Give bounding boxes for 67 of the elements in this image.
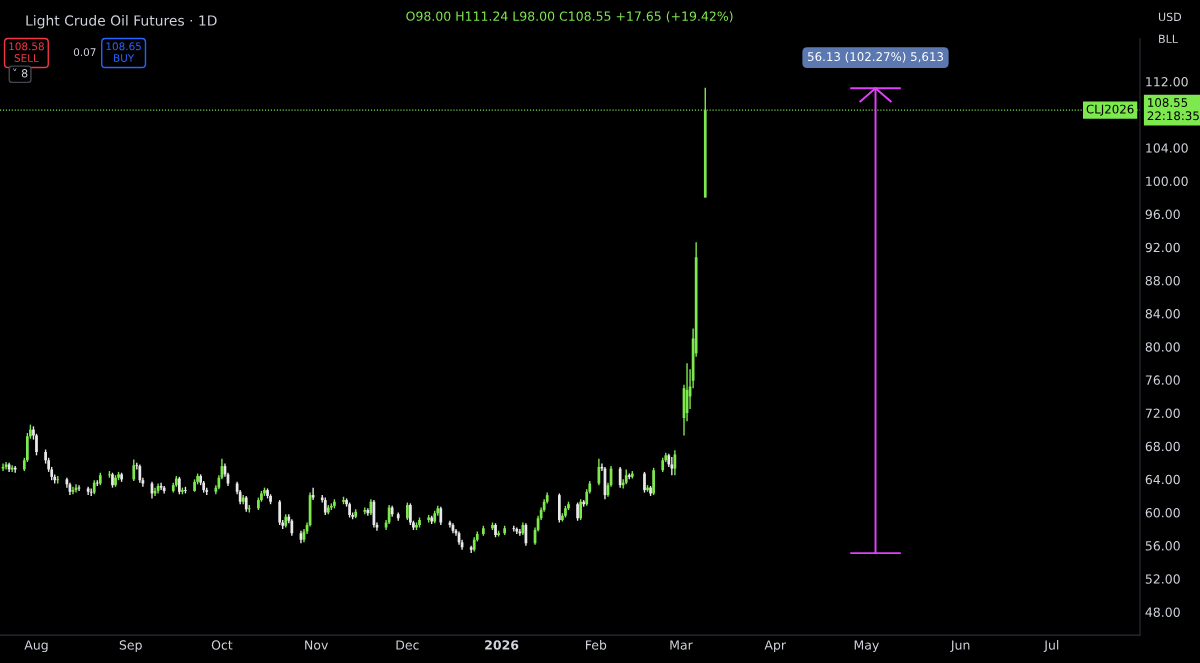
ref-line-label: CLJ2026 [1086, 104, 1134, 116]
candlestick [342, 496, 345, 505]
text: BLL [1159, 34, 1178, 43]
x-tick-label: Oct [211, 640, 233, 650]
x-tick-label: Nov [305, 640, 328, 650]
y-tick-label: 52.00 [1145, 574, 1180, 584]
candlestick [418, 516, 421, 529]
y-tick-label: 48.00 [1145, 607, 1180, 617]
text: O98.00 H111.24 L98.00 C108.55 +17.65 (+19.42%) [406, 11, 733, 23]
candlestick [491, 521, 494, 531]
y-tick-label: 64.00 [1145, 474, 1180, 485]
annotation: 108.58 SELL [9, 42, 44, 62]
candlestick [670, 456, 674, 476]
candlestick [333, 498, 336, 510]
y-tick-label: 72.00 [1145, 408, 1180, 418]
y-tick-label: 92.00 [1145, 242, 1180, 253]
candlestick [503, 525, 507, 536]
candlestick [348, 501, 351, 519]
candlestick [108, 470, 111, 479]
candlestick [111, 472, 114, 489]
y-tick-label: 60.00 [1145, 507, 1180, 518]
candlestick [643, 471, 646, 494]
x-tick-label: Apr [764, 640, 787, 653]
candlestick [649, 485, 652, 497]
candlestick [494, 522, 497, 539]
y-tick-label: 96.00 [1145, 209, 1180, 220]
x-tick-label: 2026 [485, 640, 519, 650]
y-tick-label: 56.00 [1145, 541, 1180, 551]
candlestick [193, 478, 196, 493]
candlestick [181, 486, 184, 495]
candlestick [114, 474, 117, 488]
candlestick [557, 492, 561, 524]
candlestick [564, 505, 567, 519]
y-tick-label: 76.00 [1145, 375, 1180, 385]
y-tick-label: 88.00 [1145, 275, 1180, 286]
annotation: 0.07 [73, 48, 96, 57]
annotation: 56.13 (102.27%) 5,613 [808, 51, 943, 63]
x-tick-label: Jul [1043, 640, 1059, 653]
candlestick [184, 486, 187, 495]
y-tick-label: 104.00 [1146, 143, 1188, 153]
annotation: ˅ 8 [13, 68, 28, 78]
candlestick [120, 472, 123, 483]
annotation: 108.65 BUY [106, 42, 141, 62]
candlestick [405, 501, 409, 521]
y-tick-label: 100.00 [1146, 176, 1188, 186]
candlestick [329, 502, 333, 511]
candlestick [576, 501, 579, 522]
x-tick-label: May [854, 640, 879, 653]
x-tick-label: Mar [670, 640, 693, 650]
chart-title: Light Crude Oil Futures · 1D [26, 15, 217, 29]
y-tick-label: 80.00 [1145, 342, 1180, 352]
x-tick-label: Aug [24, 640, 48, 653]
y-tick-label: 112.00 [1146, 77, 1188, 87]
candlestick [497, 530, 500, 538]
text: USD [1158, 12, 1182, 22]
x-tick-label: Jun [950, 640, 970, 653]
candlestick [409, 502, 412, 526]
text: 108.55 22:18:35 [1147, 98, 1199, 121]
candlestick [481, 525, 485, 537]
y-tick-label: 68.00 [1145, 441, 1180, 452]
x-tick-label: Sep [119, 640, 142, 653]
candlestick [266, 487, 269, 500]
x-tick-label: Dec [396, 640, 419, 650]
candlestick [652, 467, 655, 496]
y-tick-label: 84.00 [1145, 309, 1180, 319]
candlestick [278, 499, 282, 526]
x-tick-label: Feb [586, 640, 607, 650]
